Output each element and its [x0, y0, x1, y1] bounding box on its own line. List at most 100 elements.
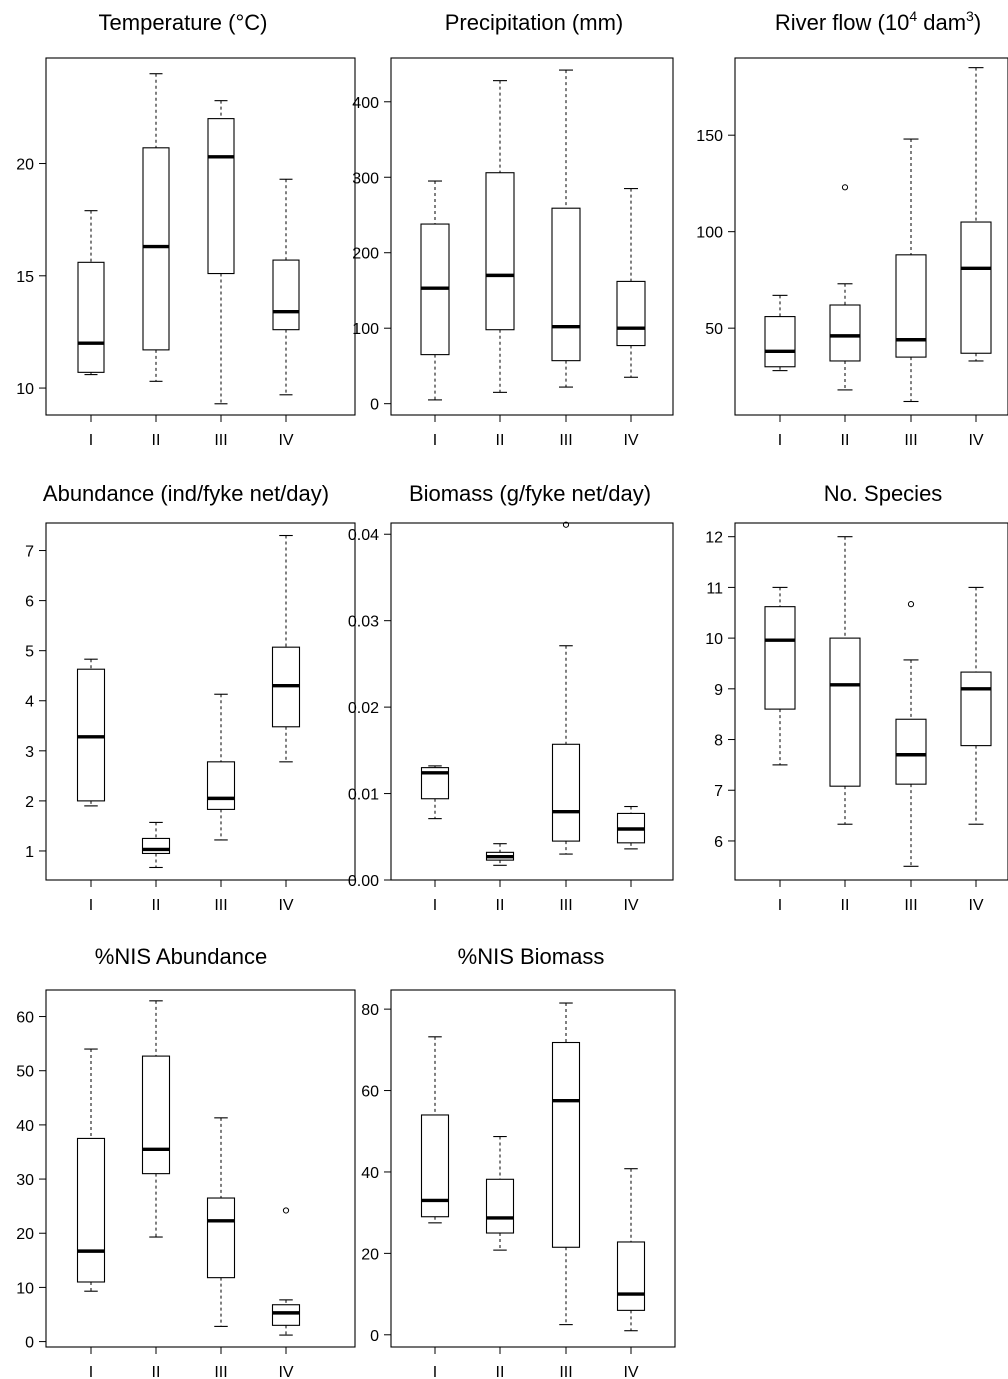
- x-tick-label: I: [89, 897, 93, 914]
- y-tick-label: 200: [352, 246, 379, 263]
- box-IV: [271, 534, 301, 763]
- interquartile-box: [551, 207, 581, 362]
- x-tick-label: II: [496, 432, 505, 449]
- outlier-point: [562, 521, 570, 528]
- chart-title: No. Species: [824, 481, 943, 506]
- x-tick-label: IV: [278, 432, 293, 449]
- x-tick-label: IV: [623, 1364, 638, 1379]
- chart-title: River flow (104 dam3): [775, 8, 981, 35]
- x-tick-label: III: [559, 1364, 572, 1379]
- interquartile-box: [141, 1055, 171, 1175]
- y-tick-label: 15: [16, 269, 34, 286]
- interquartile-box: [272, 259, 300, 331]
- x-tick-label: IV: [623, 432, 638, 449]
- x-tick-label: IV: [278, 1364, 293, 1379]
- y-tick-label: 5: [25, 644, 34, 661]
- box-IV: [616, 805, 646, 850]
- box-IV: [272, 178, 300, 396]
- box-III: [206, 693, 236, 841]
- y-tick-label: 0.03: [348, 614, 379, 631]
- interquartile-box: [960, 221, 992, 354]
- x-tick-label: II: [496, 1364, 505, 1379]
- interquartile-box: [960, 671, 992, 747]
- y-tick-label: 60: [361, 1084, 379, 1101]
- box-II: [141, 1000, 171, 1238]
- x-tick-label: I: [89, 1364, 93, 1379]
- y-tick-label: 20: [16, 1226, 34, 1243]
- y-tick-label: 0: [370, 1328, 379, 1345]
- interquartile-box: [764, 606, 796, 710]
- box-IV: [271, 1207, 301, 1336]
- interquartile-box: [141, 837, 171, 855]
- y-tick-label: 40: [361, 1165, 379, 1182]
- box-II: [485, 843, 515, 866]
- chart-title: %NIS Biomass: [458, 944, 605, 969]
- box-II: [829, 536, 861, 825]
- box-III: [207, 100, 235, 405]
- y-tick-label: 300: [352, 170, 379, 187]
- interquartile-box: [142, 147, 170, 351]
- interquartile-box: [76, 1137, 106, 1283]
- interquartile-box: [829, 304, 861, 362]
- box-II: [485, 80, 515, 393]
- box-I: [420, 1036, 450, 1224]
- x-tick-label: I: [433, 432, 437, 449]
- outlier-point: [282, 1207, 290, 1214]
- box-I: [420, 180, 450, 401]
- x-tick-label: III: [559, 432, 572, 449]
- y-tick-label: 11: [706, 580, 723, 597]
- x-tick-label: III: [559, 897, 572, 914]
- x-tick-label: I: [433, 1364, 437, 1379]
- y-tick-label: 8: [714, 733, 723, 750]
- y-tick-label: 10: [16, 381, 34, 398]
- interquartile-box: [895, 718, 927, 785]
- y-tick-label: 150: [696, 128, 723, 145]
- box-III: [895, 601, 927, 867]
- y-tick-label: 2: [25, 794, 34, 811]
- chart-title: Abundance (ind/fyke net/day): [43, 481, 329, 506]
- x-tick-label: III: [214, 432, 227, 449]
- interquartile-box: [207, 118, 235, 275]
- y-tick-label: 1: [25, 844, 34, 861]
- interquartile-box: [616, 280, 646, 347]
- interquartile-box: [764, 316, 796, 368]
- x-tick-label: III: [214, 897, 227, 914]
- interquartile-box: [206, 761, 236, 810]
- y-tick-label: 9: [714, 682, 723, 699]
- box-I: [77, 210, 105, 376]
- x-tick-label: III: [904, 897, 917, 914]
- interquartile-box: [616, 1241, 646, 1311]
- y-tick-label: 0.01: [348, 787, 379, 804]
- interquartile-box: [76, 668, 106, 802]
- box-III: [895, 138, 927, 403]
- interquartile-box: [77, 261, 105, 373]
- chart-title: Precipitation (mm): [445, 10, 623, 35]
- x-tick-label: III: [214, 1364, 227, 1379]
- box-I: [76, 658, 106, 807]
- x-tick-label: II: [152, 897, 161, 914]
- x-tick-label: IV: [968, 432, 983, 449]
- box-IV: [960, 586, 992, 825]
- interquartile-box: [551, 743, 581, 842]
- y-tick-label: 80: [361, 1002, 379, 1019]
- y-tick-label: 3: [25, 744, 34, 761]
- y-tick-label: 400: [352, 95, 379, 112]
- chart-panel-5: Biomass (g/fyke net/day) 0.00 0.01 0.02 0.03…: [348, 481, 674, 914]
- box-I: [420, 765, 450, 820]
- y-tick-label: 40: [16, 1118, 34, 1135]
- box-III: [206, 1117, 236, 1327]
- x-tick-label: II: [841, 432, 850, 449]
- x-tick-label: II: [152, 1364, 161, 1379]
- interquartile-box: [485, 1178, 515, 1234]
- box-III: [551, 521, 581, 855]
- x-tick-label: I: [778, 897, 782, 914]
- y-tick-label: 0: [370, 397, 379, 414]
- y-tick-label: 30: [16, 1172, 34, 1189]
- y-tick-label: 10: [705, 631, 723, 648]
- y-tick-label: 0.02: [348, 700, 379, 717]
